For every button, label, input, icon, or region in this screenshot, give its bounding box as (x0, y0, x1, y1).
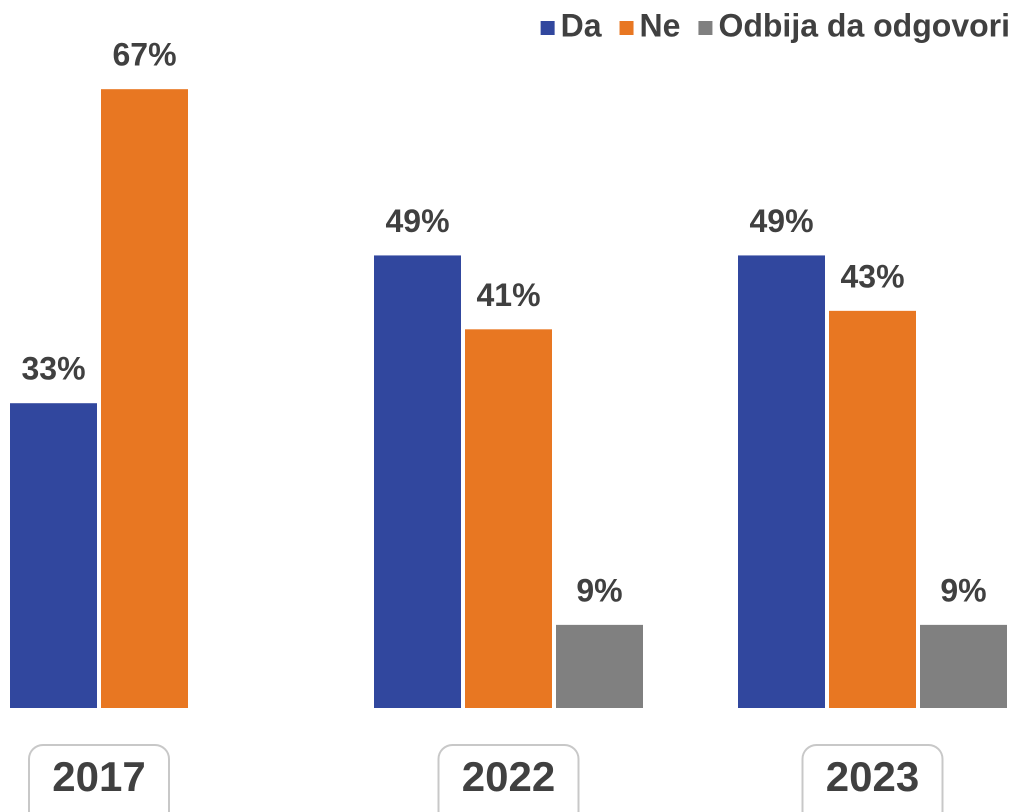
bar (465, 329, 552, 708)
bar (738, 255, 825, 709)
bar (556, 624, 643, 708)
bar (829, 310, 916, 708)
legend-swatch (619, 21, 634, 35)
data-label: 49% (749, 203, 813, 239)
x-tick-label: 2022 (462, 753, 555, 800)
legend-label: Da (561, 7, 602, 43)
category-box (437, 744, 580, 812)
data-label: 41% (476, 277, 540, 313)
legend-swatch (540, 21, 555, 35)
x-tick-label: 2023 (826, 753, 919, 800)
data-label: 9% (576, 572, 622, 608)
data-label: 33% (21, 351, 85, 387)
category-box (801, 744, 944, 812)
legend-label: Odbija da odgovori (718, 7, 1010, 43)
data-label: 49% (385, 203, 449, 239)
legend-label: Ne (640, 7, 681, 43)
x-tick-label: 2017 (52, 753, 145, 800)
data-label: 9% (940, 572, 986, 608)
bar (374, 255, 461, 709)
bar (920, 624, 1007, 708)
data-label: 43% (840, 258, 904, 294)
data-label: 67% (112, 37, 176, 73)
bar (10, 403, 97, 708)
category-box (28, 744, 170, 812)
legend-swatch (698, 21, 713, 35)
bar (101, 89, 188, 709)
